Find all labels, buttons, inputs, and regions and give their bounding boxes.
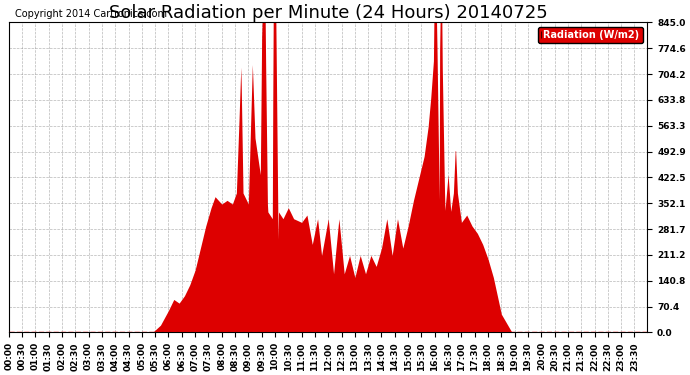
Legend: Radiation (W/m2): Radiation (W/m2) (538, 27, 642, 43)
Title: Solar Radiation per Minute (24 Hours) 20140725: Solar Radiation per Minute (24 Hours) 20… (108, 4, 547, 22)
Text: Copyright 2014 Cartronics.com: Copyright 2014 Cartronics.com (15, 9, 167, 19)
